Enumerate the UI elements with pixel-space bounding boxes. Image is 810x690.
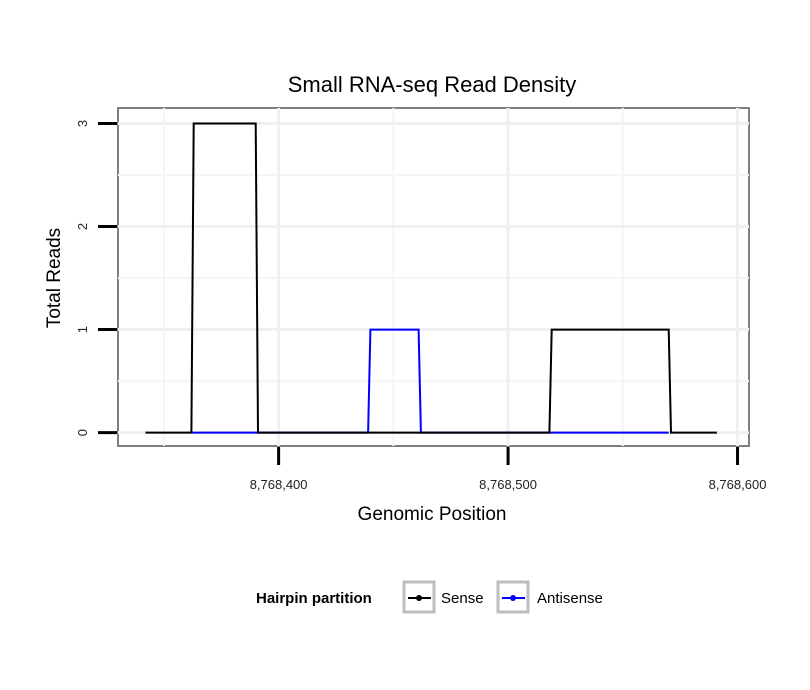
plot-panel [117,107,750,447]
y-tick-label: 3 [75,120,90,127]
legend-label-sense: Sense [441,590,484,607]
legend-point-sense [416,595,422,601]
y-tick-label: 0 [75,429,90,436]
series-line-sense [145,122,717,434]
x-tick-label: 8,768,600 [709,477,767,492]
legend: Hairpin partition Sense Antisense [256,580,603,614]
x-tick-label: 8,768,400 [250,477,308,492]
x-tick-label: 8,768,500 [479,477,537,492]
axes-layer: 0 1 2 3 8,768,400 8,768,500 8,768,600 [75,120,766,492]
legend-point-antisense [510,595,516,601]
series-layer [145,122,717,434]
y-tick-label: 2 [75,223,90,230]
x-axis-title: Genomic Position [358,504,507,525]
legend-label-antisense: Antisense [537,590,603,607]
legend-title: Hairpin partition [256,590,372,607]
y-axis-title: Total Reads [44,228,65,328]
y-tick-label: 1 [75,326,90,333]
legend-key-antisense [496,580,530,614]
chart-title: Small RNA-seq Read Density [288,72,577,97]
